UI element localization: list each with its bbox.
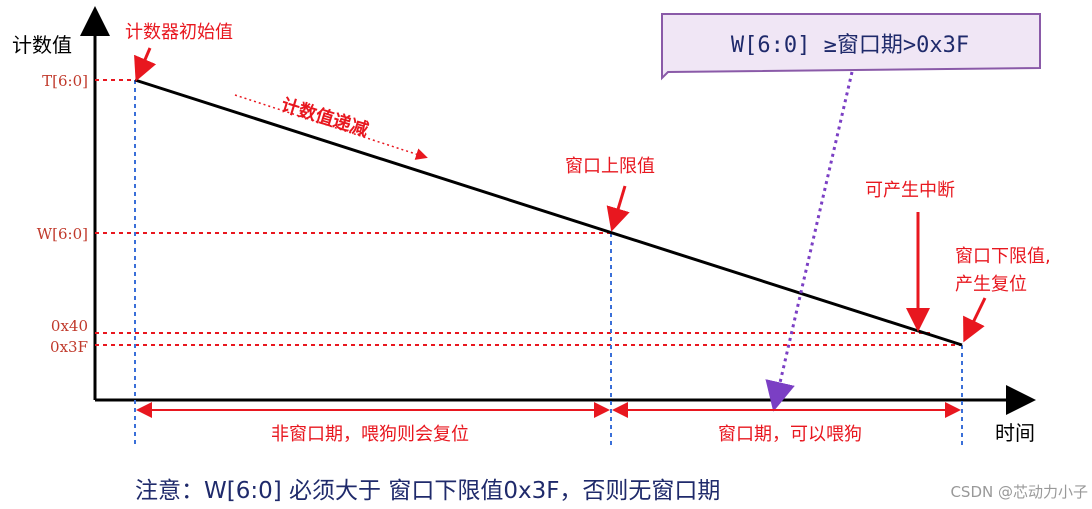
arrow: [963, 297, 987, 343]
level-label: T[6:0]: [42, 72, 88, 90]
level-label: 0x40: [51, 317, 88, 335]
time-markers: [134, 80, 963, 445]
y-label: 计数值: [12, 33, 72, 57]
banner-text: W[6:0] ≥窗口期>0x3F: [731, 33, 969, 58]
annotation: 窗口下限值,: [955, 246, 1051, 267]
span-label: 非窗口期，喂狗则会复位: [271, 424, 469, 445]
annotation: 可产生中断: [865, 180, 955, 201]
arrow: [234, 94, 428, 160]
arrow: [765, 71, 854, 412]
banner: [661, 13, 1041, 81]
annotation: 计数器初始值: [125, 22, 233, 43]
level-label: 0x3F: [50, 338, 88, 356]
level-lines: [95, 79, 962, 346]
span-label: 窗口期，可以喂狗: [718, 424, 862, 445]
x-label: 时间: [995, 421, 1035, 445]
counter-line: [134, 78, 963, 347]
annotation: 窗口上限值: [565, 156, 655, 177]
level-label: W[6:0]: [37, 225, 88, 243]
watermark: CSDN @芯动力小子: [950, 483, 1088, 501]
annotation: 计数值递减: [279, 94, 371, 141]
annotation: 产生复位: [955, 274, 1027, 295]
note: 注意：W[6:0] 必须大于 窗口下限值0x3F，否则无窗口期: [135, 478, 720, 504]
arrow: [134, 47, 157, 82]
arrow: [606, 185, 630, 232]
